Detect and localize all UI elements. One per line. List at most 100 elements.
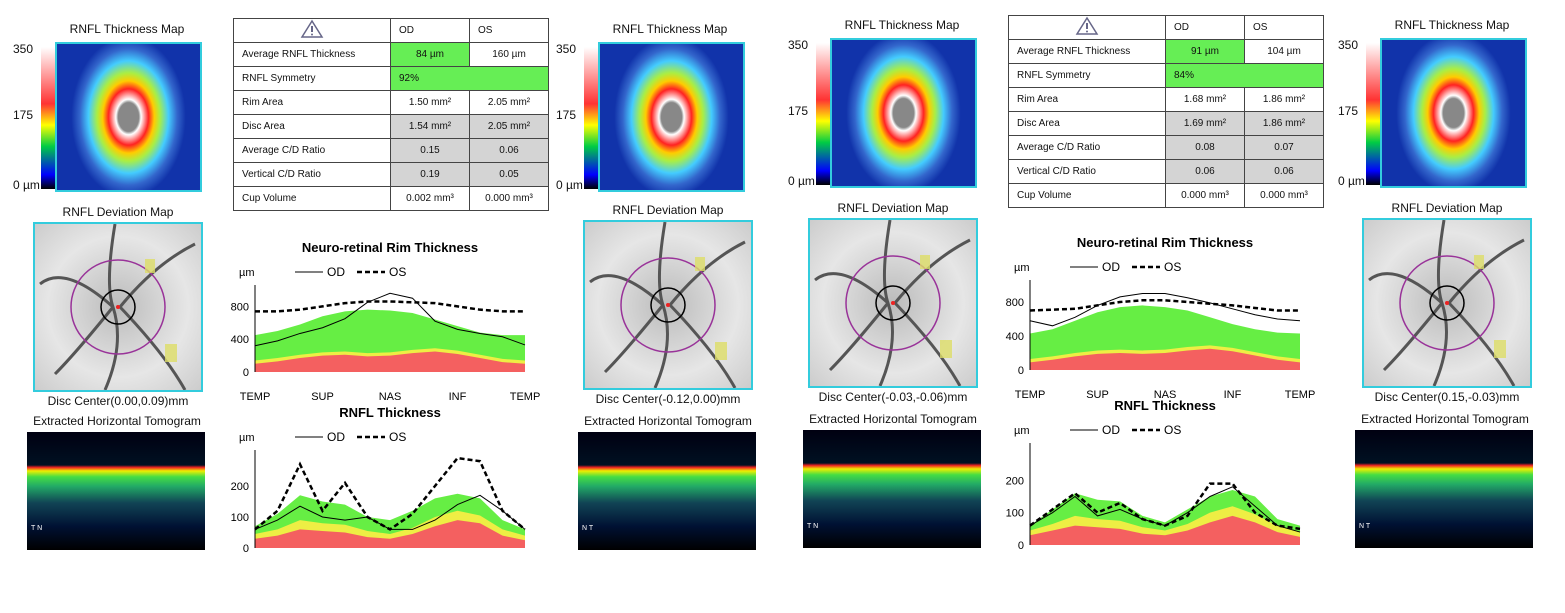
row-label: Average RNFL Thickness (1008, 39, 1166, 64)
chart-2: Neuro-retinal Rim Thickness µm OD OS 0 400 800… (1006, 235, 1316, 401)
os-value: 0.000 mm³ (1244, 183, 1324, 208)
os-header: OS (469, 18, 549, 43)
os-disc-center: Disc Center(-0.12,0.00)mm (595, 392, 741, 406)
os-value: 104 µm (1244, 39, 1324, 64)
row-label: RNFL Symmetry (233, 66, 391, 91)
row-label: Disc Area (1008, 111, 1166, 136)
od-value: 0.002 mm³ (390, 186, 470, 211)
od-scale-min: 0 µm (788, 174, 815, 188)
parameters-table: OD OS Average RNFL Thickness 91 µm 104 µm RNF… (1008, 15, 1324, 208)
os-deviation-map-title: RNFL Deviation Map (612, 203, 724, 217)
row-label: Rim Area (233, 90, 391, 115)
od-rnfl-deviation-map (808, 218, 978, 388)
os-value: 1.86 mm² (1244, 111, 1324, 136)
parameters-table: OD OS Average RNFL Thickness 84 µm 160 µm RNF… (233, 18, 549, 211)
table-row: Average RNFL Thickness 91 µm 104 µm (1008, 39, 1324, 64)
od-value: 84 µm (390, 42, 470, 67)
od-deviation-map-title: RNFL Deviation Map (62, 205, 174, 219)
os-scale-min: 0 µm (1338, 174, 1365, 188)
y-tick-label: 100 (1006, 508, 1024, 520)
row-label: Average C/D Ratio (233, 138, 391, 163)
x-tick-label: TEMP (510, 391, 541, 403)
band-red (255, 520, 525, 548)
od-value: 1.68 mm² (1165, 87, 1245, 112)
od-scale-mid: 175 (13, 108, 34, 122)
legend-os: OS (389, 430, 406, 444)
table-row: Average C/D Ratio 0.15 0.06 (233, 138, 549, 163)
x-tick-label: TEMP (1285, 389, 1316, 401)
os-scale-mid: 175 (556, 108, 577, 122)
od-value: 0.000 mm³ (1165, 183, 1245, 208)
os-color-scale (584, 47, 598, 189)
y-tick-label: 0 (1018, 365, 1024, 377)
y-axis-label: µm (239, 267, 255, 279)
y-tick-label: 0 (1018, 540, 1024, 552)
od-value: 0.08 (1165, 135, 1245, 160)
os-horizontal-tomogram: N T (1355, 430, 1533, 548)
os-scale-min: 0 µm (556, 178, 583, 192)
y-tick-label: 100 (231, 512, 249, 524)
table-row: Rim Area 1.50 mm² 2.05 mm² (233, 90, 549, 115)
os-rnfl-deviation-map (583, 220, 753, 390)
series-os (1029, 299, 1300, 312)
od-value: 91 µm (1165, 39, 1245, 64)
od-value: 0.19 (390, 162, 470, 187)
od-rnfl-thickness-map (830, 38, 977, 188)
os-tomogram-title: Extracted Horizontal Tomogram (1361, 412, 1529, 426)
table-row: RNFL Symmetry 84% (1008, 63, 1324, 88)
chart-3: RNFL Thickness µm OD OS 0 100 200 (1006, 398, 1301, 552)
os-value: 0.05 (469, 162, 549, 187)
os-value: 2.05 mm² (469, 90, 549, 115)
chart-title: Neuro-retinal Rim Thickness (302, 240, 478, 255)
y-tick-label: 800 (231, 301, 249, 313)
od-header: OD (390, 18, 470, 43)
od-scale-max: 350 (13, 42, 34, 56)
os-disc-center: Disc Center(0.15,-0.03)mm (1374, 390, 1520, 404)
symmetry-value: 92% (390, 66, 549, 91)
row-label: Vertical C/D Ratio (233, 162, 391, 187)
y-tick-label: 400 (1006, 331, 1024, 343)
x-tick-label: INF (449, 391, 467, 403)
os-color-scale (1366, 43, 1380, 185)
os-horizontal-tomogram: N T (578, 432, 756, 550)
os-scale-max: 350 (556, 42, 577, 56)
orientation-marker: T N (31, 525, 43, 532)
od-rnfl-thickness-map (55, 42, 202, 192)
table-row: Disc Area 1.69 mm² 1.86 mm² (1008, 111, 1324, 136)
row-label: Average C/D Ratio (1008, 135, 1166, 160)
od-value: 0.06 (1165, 159, 1245, 184)
warning-icon (1008, 15, 1166, 40)
series-os (254, 456, 526, 531)
os-value: 0.000 mm³ (469, 186, 549, 211)
legend-os: OS (1164, 260, 1181, 274)
band-red (1030, 515, 1300, 545)
series-os (1029, 482, 1301, 531)
od-value: 0.15 (390, 138, 470, 163)
table-row: Cup Volume 0.000 mm³ 0.000 mm³ (1008, 183, 1324, 208)
orientation-marker: T N (807, 523, 819, 530)
series-od (1029, 293, 1301, 327)
od-scale-max: 350 (788, 38, 809, 52)
y-tick-label: 0 (243, 367, 249, 379)
legend-os: OS (1164, 423, 1181, 437)
x-tick-label: TEMP (240, 391, 271, 403)
table-row: Average RNFL Thickness 84 µm 160 µm (233, 42, 549, 67)
od-value: 1.50 mm² (390, 90, 470, 115)
od-value: 1.54 mm² (390, 114, 470, 139)
od-disc-center: Disc Center(-0.03,-0.06)mm (818, 390, 968, 404)
os-value: 1.86 mm² (1244, 87, 1324, 112)
y-axis-label: µm (1014, 262, 1030, 274)
symmetry-value: 84% (1165, 63, 1324, 88)
row-label: Vertical C/D Ratio (1008, 159, 1166, 184)
row-label: Cup Volume (233, 186, 391, 211)
od-color-scale (816, 43, 830, 185)
orientation-marker: N T (582, 525, 594, 532)
chart-1: RNFL Thickness µm OD OS 0 100 200 (231, 405, 526, 555)
band-red (1030, 348, 1300, 370)
od-scale-min: 0 µm (13, 178, 40, 192)
chart-title: RNFL Thickness (1114, 398, 1216, 413)
row-label: RNFL Symmetry (1008, 63, 1166, 88)
band-red (255, 351, 525, 372)
os-value: 0.06 (469, 138, 549, 163)
od-deviation-map-title: RNFL Deviation Map (837, 201, 949, 215)
